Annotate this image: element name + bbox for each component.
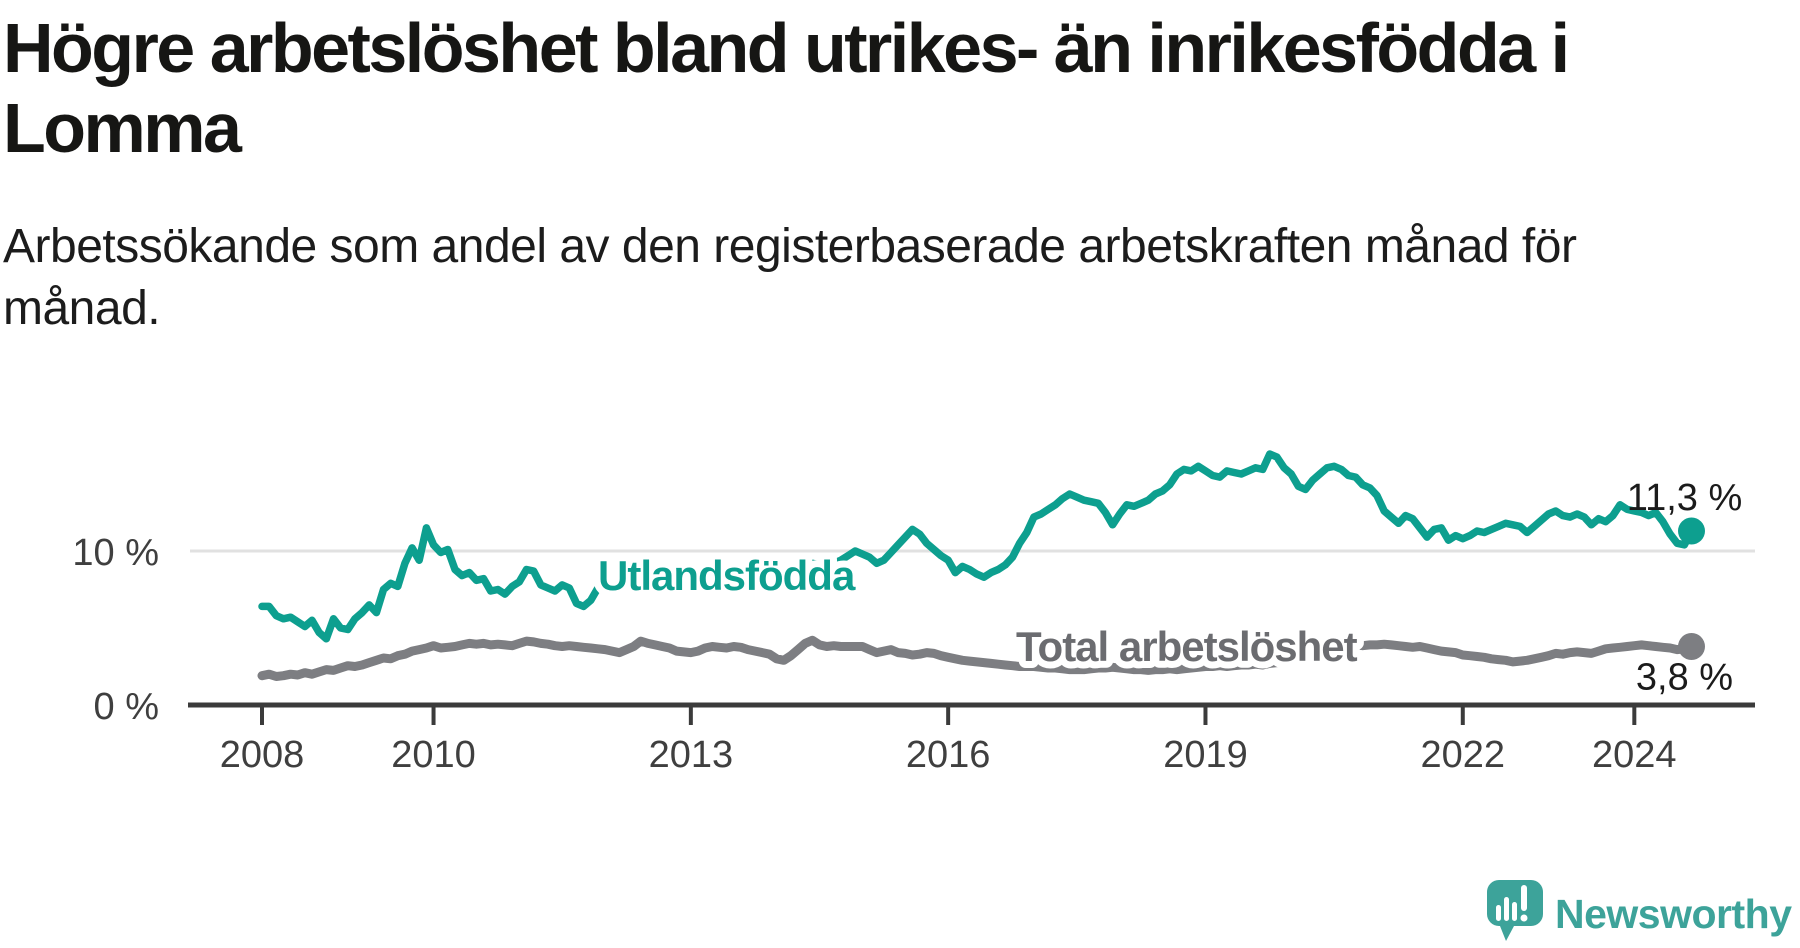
end-dot-total [1678, 633, 1705, 660]
series-line-total-arbetsloshet [257, 635, 1696, 681]
end-value-label-total: 3,8 % [1636, 657, 1733, 699]
end-dot-utlandsfodda [1678, 517, 1705, 545]
y-axis-label-0: 0 % [94, 686, 159, 728]
chart-subtitle: Arbetssökande som andel av den registerb… [3, 216, 1577, 340]
series-label-total-arbetsloshet: Total arbetslöshet [1016, 623, 1358, 670]
x-axis-label-2022: 2022 [1421, 734, 1506, 776]
x-axis-label-2013: 2013 [649, 734, 734, 776]
end-value-label-utlandsfodda: 11,3 % [1627, 477, 1742, 519]
x-axis-label-2010: 2010 [391, 734, 476, 776]
title-line-2: Lomma [3, 89, 242, 167]
x-axis-label-2019: 2019 [1163, 734, 1248, 776]
x-axis-label-2016: 2016 [906, 734, 991, 776]
series-line-utlandsfodda [258, 450, 1696, 643]
newsworthy-logo: Newsworthy [1487, 880, 1792, 947]
x-axis-label-2024: 2024 [1592, 734, 1677, 776]
title-line-1: Högre arbetslöshet bland utrikes- än inr… [3, 9, 1570, 87]
x-axis-label-2008: 2008 [220, 734, 305, 776]
subtitle-line-1: Arbetssökande som andel av den registerb… [3, 220, 1577, 273]
page-title: Högre arbetslöshet bland utrikes- än inr… [3, 8, 1570, 168]
newsworthy-speech-bubble-chart-icon [1487, 880, 1543, 941]
series-label-utlandsfodda: Utlandsfödda [598, 552, 856, 599]
y-axis-label-10: 10 % [72, 532, 159, 574]
newsworthy-logo-text: Newsworthy [1555, 890, 1792, 937]
subtitle-line-2: månad. [3, 282, 161, 335]
